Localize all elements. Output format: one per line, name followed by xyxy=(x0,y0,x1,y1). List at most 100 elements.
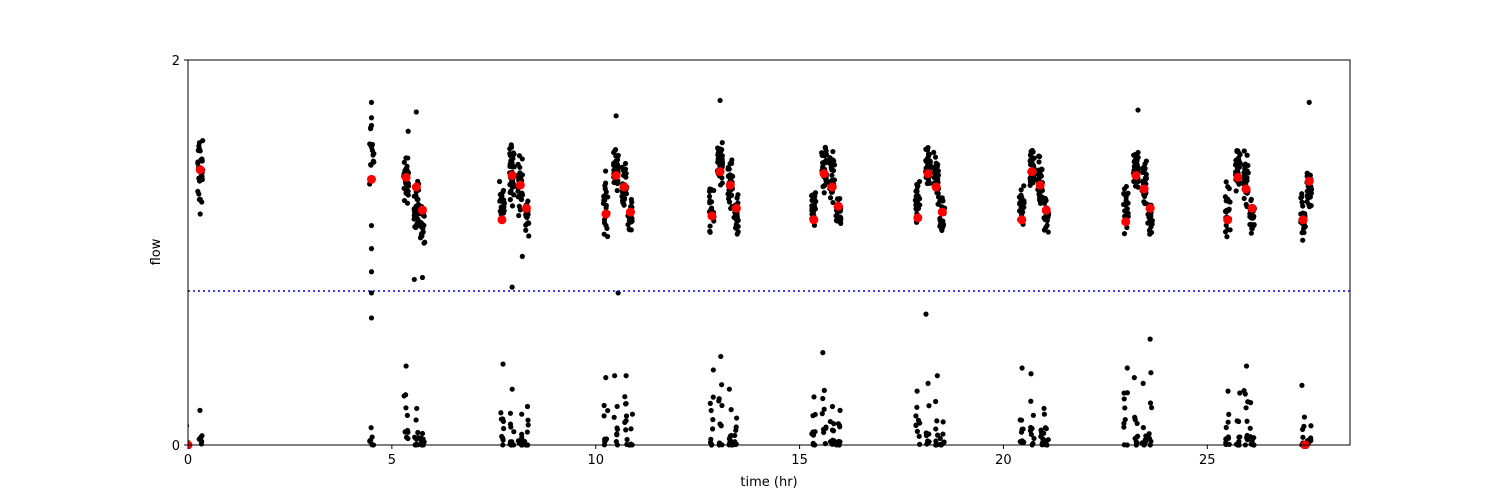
scatter-point xyxy=(1300,237,1306,243)
scatter-point xyxy=(628,219,634,225)
scatter-point xyxy=(602,168,609,174)
scatter-point xyxy=(370,152,376,158)
low-flow-point xyxy=(507,441,513,447)
scatter-point xyxy=(913,203,919,209)
low-flow-point xyxy=(623,418,629,424)
low-flow-point xyxy=(913,413,919,419)
cluster-center-marker xyxy=(521,203,531,213)
scatter-point xyxy=(923,157,929,164)
low-flow-point xyxy=(914,388,920,394)
low-flow-point xyxy=(414,405,420,412)
low-flow-point xyxy=(1225,388,1231,394)
low-flow-point xyxy=(716,398,722,404)
low-flow-point xyxy=(821,387,827,393)
x-tick-label: 15 xyxy=(791,453,808,468)
y-axis-label: flow xyxy=(149,238,164,265)
axes-frame xyxy=(187,59,1351,446)
low-flow-point xyxy=(601,402,607,409)
scatter-point xyxy=(821,190,827,196)
scatter-point xyxy=(499,193,505,199)
low-flow-point xyxy=(403,405,409,411)
cluster-center-marker xyxy=(707,211,717,221)
scatter-point xyxy=(707,200,713,206)
low-flow-point xyxy=(837,407,843,413)
scatter-point xyxy=(827,160,833,167)
low-flow-point xyxy=(926,403,932,409)
scatter-point xyxy=(498,204,505,210)
scatter-point xyxy=(937,215,943,222)
outlier-point xyxy=(519,253,525,259)
low-flow-point xyxy=(1019,365,1025,371)
low-flow-point xyxy=(710,394,716,400)
outlier-point xyxy=(613,113,619,119)
scatter-point xyxy=(706,193,713,200)
scatter-point xyxy=(615,152,621,158)
scatter-point xyxy=(1301,225,1307,232)
scatter-point xyxy=(622,160,629,167)
cluster-center-marker xyxy=(731,203,741,213)
low-flow-point xyxy=(1148,370,1154,376)
low-flow-point xyxy=(404,412,410,418)
scatter-point xyxy=(603,205,609,211)
scatter-point xyxy=(715,159,721,165)
low-flow-point xyxy=(933,398,939,405)
scatter-point xyxy=(1235,163,1241,170)
scatter-point xyxy=(414,197,420,203)
outlier-point xyxy=(368,222,375,229)
scatter-point xyxy=(523,212,529,218)
scatter-point xyxy=(1123,183,1129,190)
scatter-point xyxy=(735,217,741,224)
scatter-point xyxy=(515,161,521,167)
outlier-point xyxy=(1306,99,1312,105)
scatter-point xyxy=(614,157,621,163)
scatter-point xyxy=(1042,195,1048,202)
low-flow-point xyxy=(1223,441,1229,448)
scatter-point xyxy=(1224,234,1230,240)
x-tick-label: 0 xyxy=(184,453,192,468)
scatter-point xyxy=(1146,214,1152,220)
low-flow-point xyxy=(916,433,922,439)
cluster-center-marker xyxy=(1304,176,1314,186)
low-flow-point xyxy=(413,417,419,423)
scatter-point xyxy=(734,195,740,201)
scatter-point xyxy=(199,158,205,164)
low-flow-point xyxy=(1122,405,1128,411)
scatter-point xyxy=(1233,157,1239,164)
scatter-point xyxy=(403,188,409,194)
low-flow-point xyxy=(1243,363,1250,369)
low-flow-point xyxy=(605,407,611,414)
scatter-point xyxy=(1222,208,1229,214)
outlier-point xyxy=(1135,107,1141,113)
scatter-point xyxy=(1041,215,1047,221)
scatter-point xyxy=(515,174,522,181)
y-tick-label: 2 xyxy=(172,54,180,69)
scatter-point xyxy=(937,222,943,228)
cluster-center-marker xyxy=(195,165,205,175)
scatter-point xyxy=(516,212,522,219)
outlier-point xyxy=(419,274,426,281)
cluster-center-marker xyxy=(931,182,941,192)
outlier-point xyxy=(368,246,375,252)
low-flow-point xyxy=(811,394,817,400)
scatter-point xyxy=(834,196,841,202)
low-flow-point xyxy=(1308,435,1314,441)
scatter-point xyxy=(1036,171,1042,178)
low-flow-point xyxy=(603,375,609,381)
low-flow-point xyxy=(1028,431,1034,438)
scatter-point xyxy=(614,187,620,194)
scatter-point xyxy=(727,161,733,167)
low-flow-point xyxy=(1299,382,1305,388)
low-flow-point xyxy=(1308,423,1314,429)
scatter-point xyxy=(419,221,425,227)
low-flow-point xyxy=(614,426,621,432)
scatter-point xyxy=(729,192,735,198)
low-flow-point xyxy=(733,424,739,430)
x-tick-label: 10 xyxy=(587,453,604,468)
scatter-point xyxy=(414,203,420,210)
low-flow-point xyxy=(1139,440,1145,446)
scatter-point xyxy=(935,168,941,174)
low-flow-point xyxy=(1031,435,1037,442)
cluster-center-marker xyxy=(1035,180,1045,190)
low-flow-point xyxy=(829,403,836,410)
